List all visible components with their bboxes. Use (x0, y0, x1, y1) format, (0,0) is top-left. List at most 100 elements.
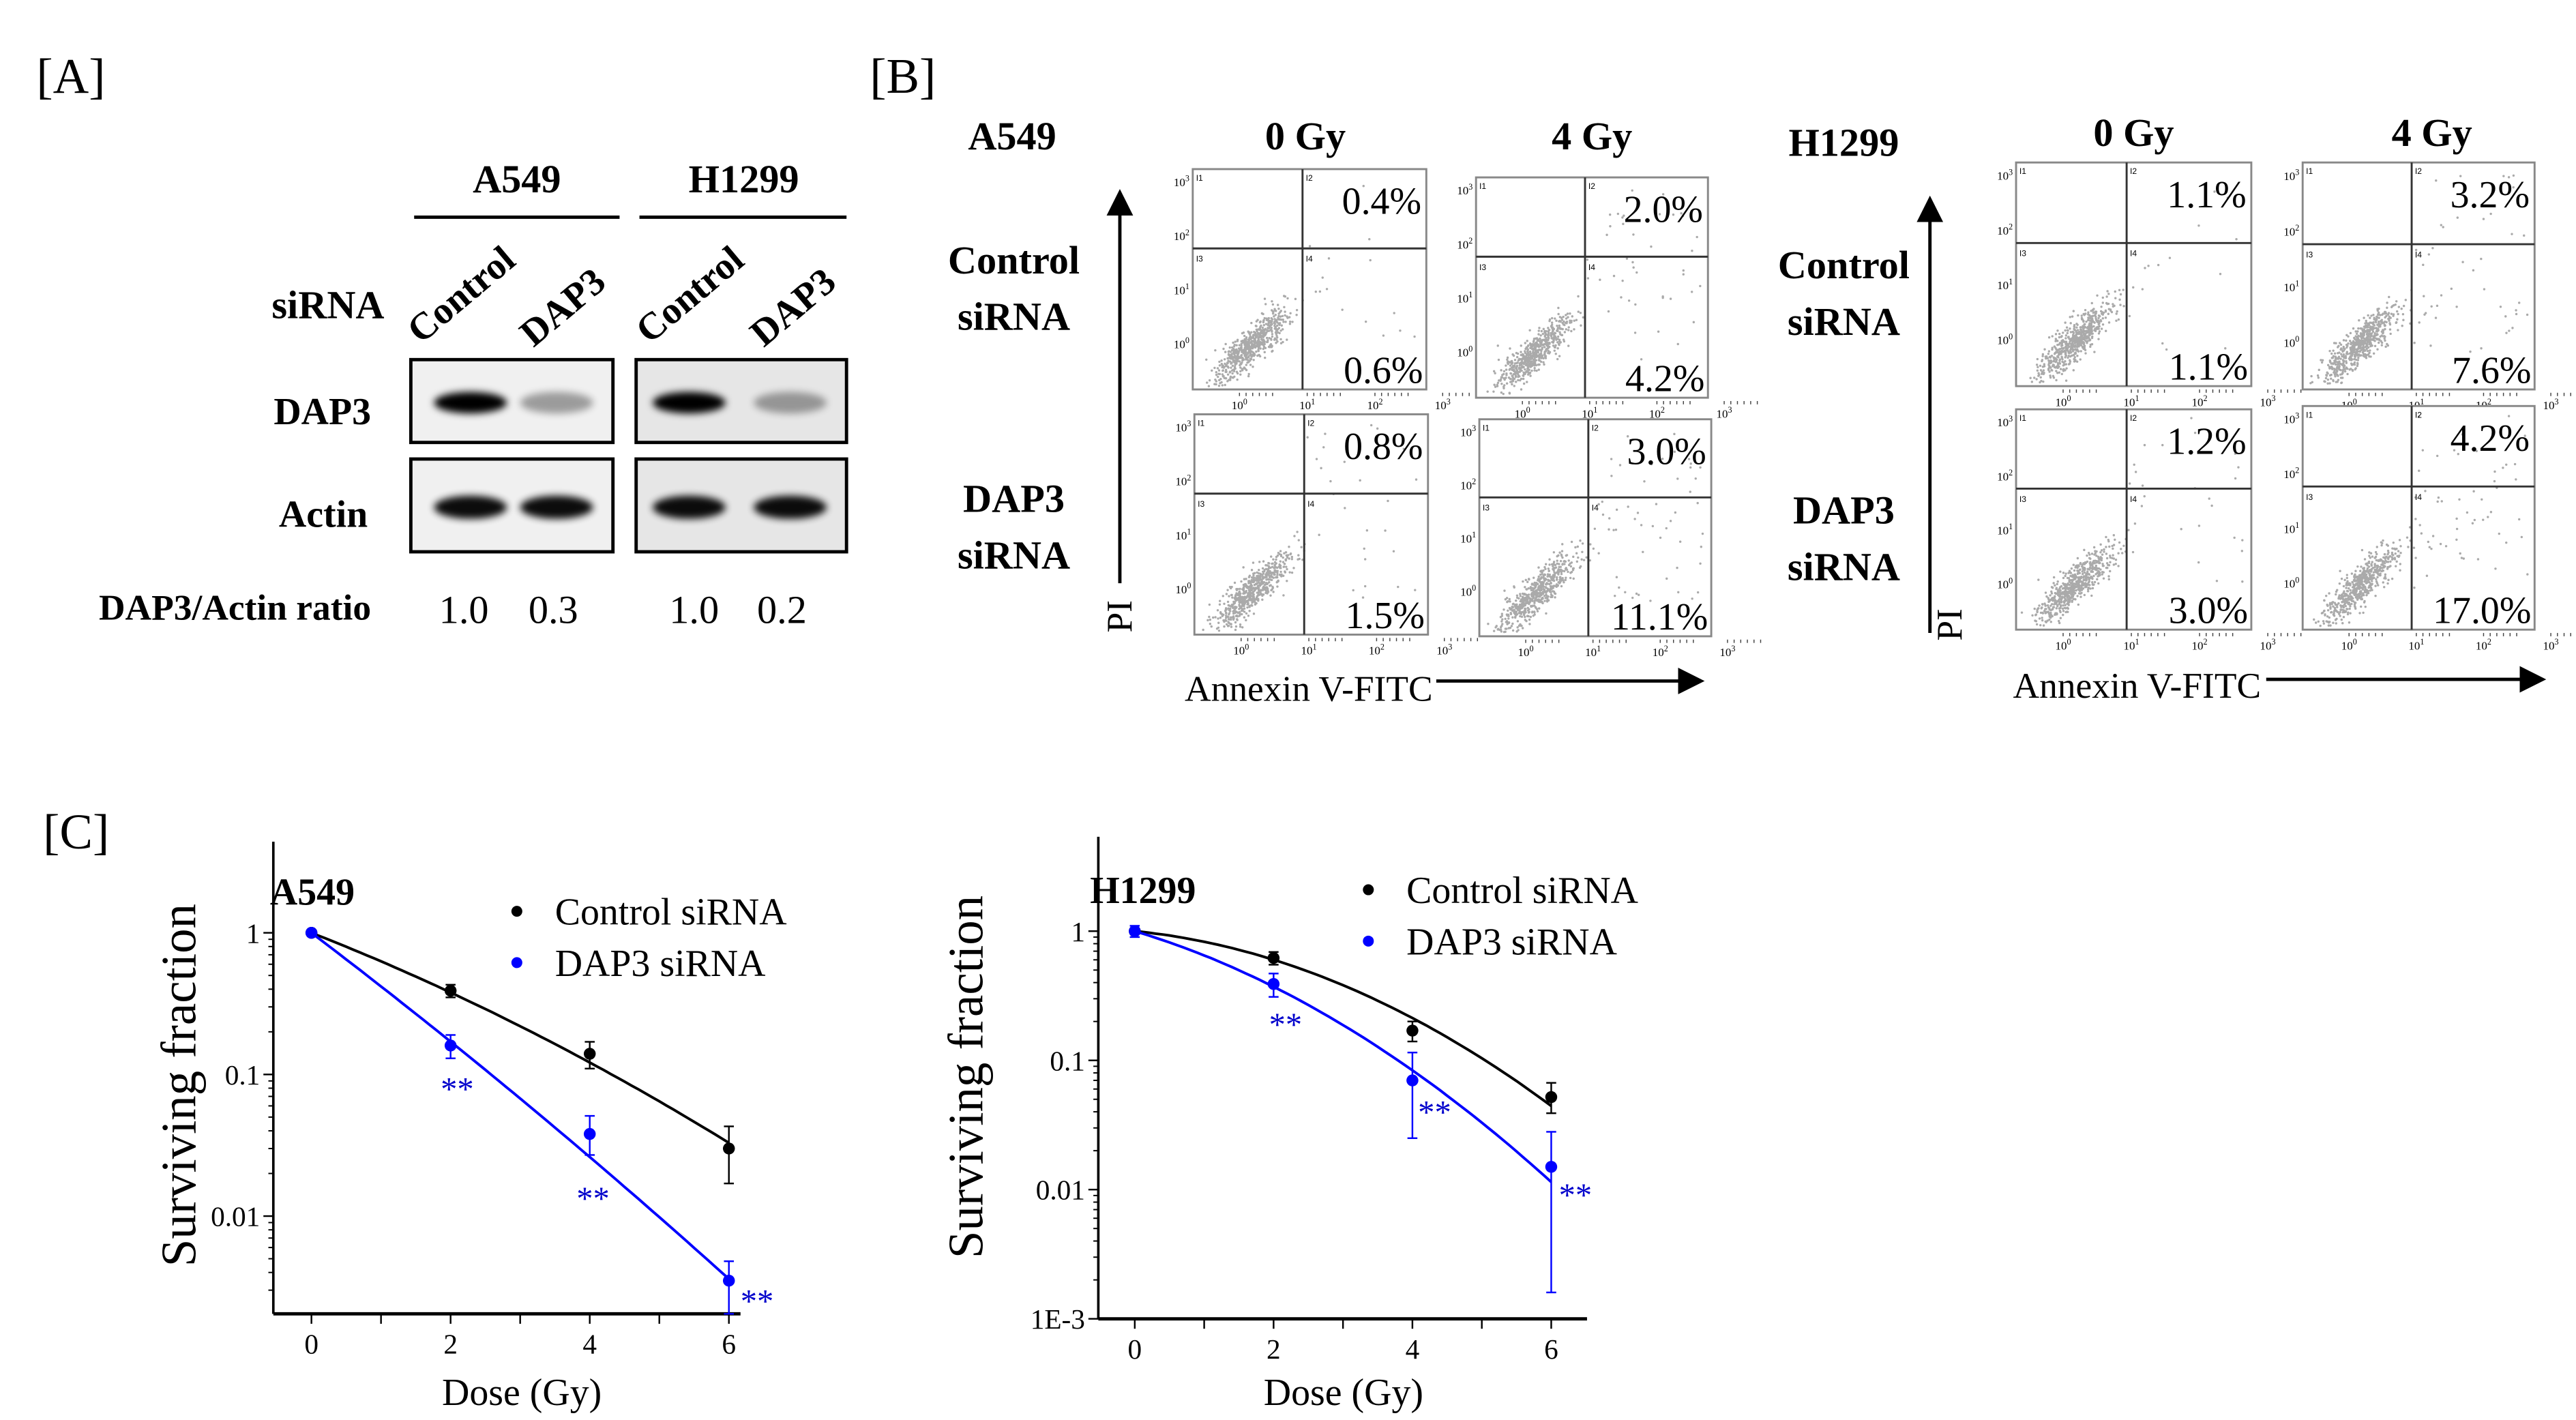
percent-lower-right: 7.6% (2452, 349, 2531, 391)
flow-event-dot (2420, 532, 2423, 535)
flow-event-dot (2358, 350, 2361, 353)
flow-event-dot (2061, 358, 2064, 361)
flow-event-dot (2375, 334, 2378, 337)
flow-event-dot (1242, 566, 1245, 569)
flow-event-dot (2087, 581, 2090, 584)
tick-exponent: 3 (1447, 397, 1451, 406)
flow-event-dot (1507, 617, 1510, 620)
flow-event-dot (1513, 359, 1517, 361)
flow-event-dot (2058, 358, 2062, 361)
flow-event-dot (1558, 568, 1562, 572)
flow-event-dot (1543, 578, 1545, 581)
flow-event-dot (1245, 619, 1247, 622)
flow-event-dot (1673, 450, 1676, 454)
flow-event-dot (2083, 593, 2086, 597)
flow-event-dot (1522, 580, 1524, 583)
flow-event-dot (2079, 350, 2082, 353)
flow-event-dot (2055, 607, 2058, 610)
flow-event-dot (1217, 375, 1219, 379)
flow-event-dot (1267, 329, 1269, 332)
flow-event-dot (1222, 619, 1225, 622)
flow-event-dot (2080, 584, 2084, 587)
flow-event-dot (1271, 333, 1274, 336)
flow-event-dot (2439, 542, 2442, 546)
flow-event-dot (1234, 594, 1237, 597)
flow-event-dot (1499, 378, 1502, 381)
flow-event-dot (1505, 382, 1509, 385)
plot-frame (1191, 168, 1427, 391)
flow-event-dot (1509, 372, 1513, 375)
flow-event-dot (2369, 336, 2372, 338)
flow-event-dot (2512, 186, 2515, 189)
flow-event-dot (1243, 592, 1246, 595)
flow-event-dot (1502, 377, 1505, 380)
tick-exponent: 2 (1664, 644, 1668, 653)
flow-event-dot (2339, 362, 2342, 366)
flow-event-dot (1522, 377, 1525, 381)
flow-event-dot (2104, 329, 2107, 332)
flow-event-dot (2072, 369, 2075, 372)
flow-event-dot (2367, 323, 2371, 326)
flow-event-dot (1569, 576, 1572, 580)
flow-event-dot (2456, 216, 2459, 219)
flow-event-dot (1516, 361, 1519, 364)
flow-event-dot (2505, 331, 2508, 334)
flow-event-dot (2054, 360, 2057, 364)
flow-event-dot (1279, 550, 1282, 552)
flow-event-dot (2030, 381, 2034, 383)
flow-event-dot (1554, 596, 1556, 599)
flow-event-dot (2371, 325, 2374, 328)
tick-base: 10 (2283, 336, 2295, 349)
flow-event-dot (2084, 574, 2088, 576)
flow-event-dot (2058, 353, 2061, 356)
flow-event-dot (2427, 253, 2431, 256)
flow-event-dot (2340, 381, 2343, 384)
flow-event-dot (2208, 497, 2210, 500)
flow-event-dot (1257, 346, 1260, 349)
flow-event-dot (2234, 452, 2237, 455)
flow-event-dot (1226, 600, 1230, 604)
annexin-axis-label: Annexin V-FITC (2013, 665, 2262, 706)
flow-event-dot (2096, 327, 2099, 329)
flow-event-dot (1624, 591, 1627, 594)
flow-event-dot (1610, 458, 1613, 460)
flow-event-dot (1558, 355, 1561, 357)
ratio-label: DAP3/Actin ratio (99, 587, 371, 628)
tick-exponent: 1 (1593, 405, 1597, 415)
flow-event-dot (2070, 585, 2073, 587)
flow-event-dot (2366, 332, 2369, 336)
flow-event-dot (2091, 319, 2094, 322)
flow-event-dot (1254, 601, 1256, 604)
flow-event-dot (2051, 603, 2054, 606)
flow-event-dot (1524, 368, 1526, 371)
flow-event-dot (1260, 580, 1264, 582)
flow-event-dot (1208, 379, 1211, 382)
flow-event-dot (2052, 599, 2055, 602)
flow-event-dot (1235, 344, 1238, 346)
flow-event-dot (1586, 277, 1590, 280)
flow-event-dot (2047, 350, 2051, 353)
flow-event-dot (2057, 619, 2060, 623)
flow-event-dot (1570, 540, 1573, 544)
flow-event-dot (2088, 324, 2090, 327)
flow-event-dot (1504, 630, 1507, 634)
flow-event-dot (1256, 330, 1258, 333)
flow-event-dot (2119, 293, 2122, 296)
flow-event-dot (2071, 600, 2073, 604)
flow-event-dot (2133, 463, 2135, 466)
flow-event-dot (1239, 597, 1242, 600)
tick-exponent: 3 (1472, 424, 1476, 433)
flow-event-dot (1242, 586, 1245, 589)
flow-event-dot (1256, 341, 1259, 344)
flow-event-dot (2068, 351, 2071, 354)
flow-event-dot (2157, 263, 2160, 267)
flow-event-dot (1249, 593, 1252, 596)
flow-event-dot (1518, 597, 1520, 600)
flow-event-dot (1597, 552, 1600, 554)
flow-event-dot (1539, 577, 1543, 580)
flow-event-dot (2101, 296, 2104, 299)
flow-event-dot (1259, 589, 1262, 592)
flow-event-dot (2311, 381, 2314, 384)
flow-event-dot (2097, 582, 2100, 585)
